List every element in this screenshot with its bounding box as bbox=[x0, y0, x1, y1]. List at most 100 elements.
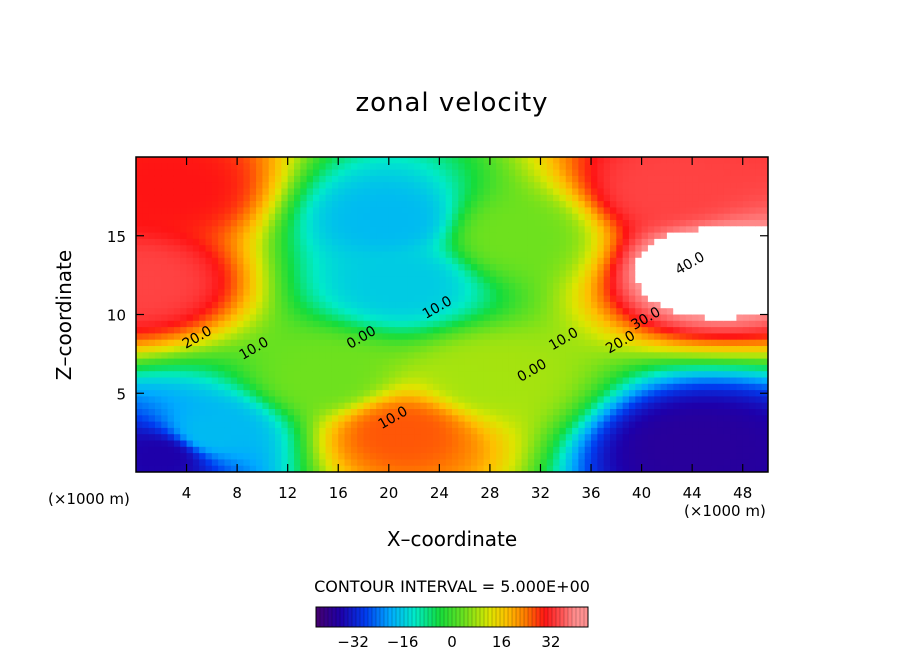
heatmap-cell bbox=[553, 434, 561, 442]
heatmap-cell bbox=[363, 163, 371, 171]
heatmap-cell bbox=[736, 402, 744, 410]
heatmap-cell bbox=[433, 201, 440, 208]
heatmap-cell bbox=[464, 257, 472, 265]
heatmap-cell bbox=[578, 427, 586, 435]
heatmap-cell bbox=[565, 157, 573, 164]
heatmap-cell bbox=[205, 226, 213, 234]
heatmap-cell bbox=[578, 396, 586, 404]
heatmap-cell bbox=[319, 295, 327, 303]
heatmap-cell bbox=[496, 257, 504, 265]
heatmap-cell bbox=[249, 226, 257, 234]
heatmap-cell bbox=[344, 188, 352, 196]
heatmap-cell bbox=[673, 440, 681, 448]
heatmap-cell bbox=[205, 402, 213, 410]
heatmap-cell bbox=[546, 339, 554, 347]
heatmap-cell bbox=[224, 352, 232, 360]
heatmap-cell bbox=[736, 314, 744, 322]
heatmap-cell bbox=[439, 220, 447, 227]
heatmap-cell bbox=[635, 295, 643, 303]
heatmap-cell bbox=[154, 377, 162, 385]
heatmap-cell bbox=[161, 226, 169, 234]
heatmap-cell bbox=[496, 194, 504, 202]
heatmap-cell bbox=[275, 220, 282, 227]
heatmap-cell bbox=[256, 169, 263, 177]
heatmap-cell bbox=[711, 434, 719, 442]
heatmap-cell bbox=[521, 440, 529, 448]
heatmap-cell bbox=[401, 157, 409, 164]
heatmap-cell bbox=[527, 364, 535, 372]
heatmap-cell bbox=[350, 301, 358, 309]
heatmap-cell bbox=[508, 163, 516, 171]
heatmap-cell bbox=[730, 194, 737, 202]
heatmap-cell bbox=[717, 257, 725, 265]
heatmap-cell bbox=[300, 163, 308, 171]
heatmap-cell bbox=[692, 327, 700, 334]
heatmap-cell bbox=[445, 245, 453, 253]
heatmap-cell bbox=[350, 459, 358, 467]
heatmap-cell bbox=[136, 264, 143, 271]
heatmap-cell bbox=[527, 427, 535, 435]
heatmap-cell bbox=[230, 169, 238, 177]
heatmap-cell bbox=[331, 352, 339, 360]
heatmap-cell bbox=[325, 465, 333, 472]
heatmap-cell bbox=[344, 358, 352, 366]
heatmap-cell bbox=[205, 352, 213, 360]
heatmap-cell bbox=[186, 188, 194, 196]
heatmap-cell bbox=[167, 182, 175, 190]
heatmap-cell bbox=[692, 188, 700, 196]
heatmap-cell bbox=[578, 257, 586, 265]
heatmap-cell bbox=[281, 182, 289, 190]
heatmap-cell bbox=[312, 301, 320, 309]
heatmap-cell bbox=[205, 434, 213, 442]
heatmap-cell bbox=[426, 295, 434, 303]
heatmap-cell bbox=[647, 415, 655, 423]
heatmap-cell bbox=[730, 402, 737, 410]
heatmap-cell bbox=[641, 440, 649, 448]
heatmap-cell bbox=[167, 301, 175, 309]
heatmap-cell bbox=[654, 207, 662, 215]
heatmap-cell bbox=[186, 364, 194, 372]
heatmap-cell bbox=[502, 182, 510, 190]
heatmap-cell bbox=[584, 364, 592, 372]
heatmap-cell bbox=[376, 459, 384, 467]
heatmap-cell bbox=[325, 245, 333, 253]
heatmap-cell bbox=[622, 238, 630, 246]
heatmap-cell bbox=[357, 276, 365, 284]
heatmap-cell bbox=[553, 465, 561, 472]
heatmap-cell bbox=[325, 295, 333, 303]
heatmap-cell bbox=[692, 175, 700, 183]
heatmap-cell bbox=[534, 459, 542, 467]
heatmap-cell bbox=[230, 157, 238, 164]
heatmap-cell bbox=[369, 320, 377, 328]
heatmap-cell bbox=[597, 459, 605, 467]
heatmap-cell bbox=[717, 276, 725, 284]
heatmap-cell bbox=[388, 188, 396, 196]
heatmap-cell bbox=[167, 157, 175, 164]
heatmap-cell bbox=[445, 264, 453, 271]
heatmap-cell bbox=[673, 434, 681, 442]
heatmap-cell bbox=[730, 289, 737, 297]
heatmap-cell bbox=[395, 364, 403, 372]
heatmap-cell bbox=[610, 364, 617, 372]
heatmap-cell bbox=[294, 339, 301, 347]
heatmap-cell bbox=[597, 421, 605, 429]
heatmap-cell bbox=[344, 157, 352, 164]
heatmap-cell bbox=[452, 377, 459, 385]
heatmap-cell bbox=[749, 339, 756, 347]
heatmap-cell bbox=[755, 402, 763, 410]
heatmap-cell bbox=[281, 364, 289, 372]
heatmap-cell bbox=[755, 251, 763, 259]
heatmap-cell bbox=[312, 459, 320, 467]
heatmap-cell bbox=[496, 327, 504, 334]
heatmap-cell bbox=[142, 257, 150, 265]
heatmap-cell bbox=[591, 421, 598, 429]
heatmap-cell bbox=[470, 264, 478, 271]
heatmap-cell bbox=[540, 201, 548, 208]
heatmap-cell bbox=[414, 421, 421, 429]
heatmap-cell bbox=[275, 434, 282, 442]
heatmap-cell bbox=[622, 308, 630, 316]
heatmap-cell bbox=[325, 346, 333, 353]
heatmap-cell bbox=[723, 257, 731, 265]
heatmap-cell bbox=[325, 220, 333, 227]
heatmap-cell bbox=[616, 465, 624, 472]
